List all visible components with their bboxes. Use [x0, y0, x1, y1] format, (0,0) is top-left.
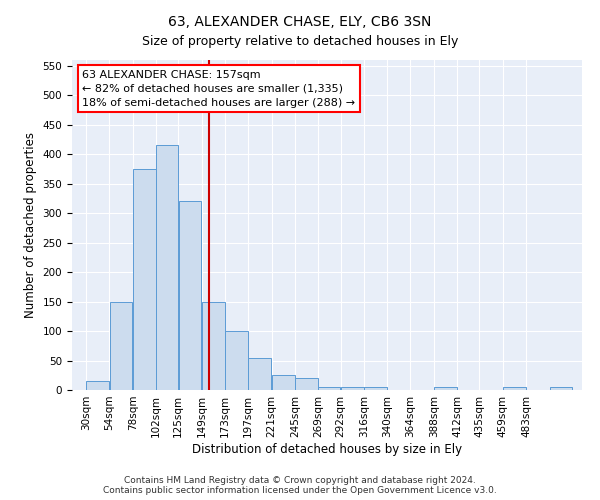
Bar: [179, 202, 202, 390]
Text: 63, ALEXANDER CHASE, ELY, CB6 3SN: 63, ALEXANDER CHASE, ELY, CB6 3SN: [169, 15, 431, 29]
Text: Contains HM Land Registry data © Crown copyright and database right 2024.
Contai: Contains HM Land Registry data © Crown c…: [103, 476, 497, 495]
Bar: [341, 387, 364, 390]
Bar: [133, 169, 155, 390]
Bar: [364, 387, 387, 390]
Bar: [434, 387, 457, 390]
Bar: [156, 146, 178, 390]
Bar: [225, 331, 248, 390]
Text: 63 ALEXANDER CHASE: 157sqm
← 82% of detached houses are smaller (1,335)
18% of s: 63 ALEXANDER CHASE: 157sqm ← 82% of deta…: [82, 70, 355, 108]
Text: Size of property relative to detached houses in Ely: Size of property relative to detached ho…: [142, 35, 458, 48]
Bar: [86, 381, 109, 390]
Bar: [319, 387, 340, 390]
X-axis label: Distribution of detached houses by size in Ely: Distribution of detached houses by size …: [192, 442, 462, 456]
Bar: [248, 358, 271, 390]
Bar: [295, 378, 318, 390]
Bar: [550, 387, 572, 390]
Y-axis label: Number of detached properties: Number of detached properties: [24, 132, 37, 318]
Bar: [110, 302, 133, 390]
Bar: [503, 387, 526, 390]
Bar: [202, 302, 224, 390]
Bar: [272, 376, 295, 390]
